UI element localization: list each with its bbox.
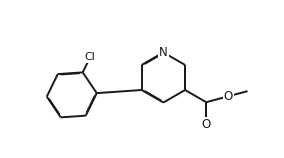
Text: O: O bbox=[202, 118, 211, 131]
Text: O: O bbox=[224, 90, 233, 103]
Text: N: N bbox=[159, 46, 168, 59]
Text: Cl: Cl bbox=[85, 52, 95, 62]
